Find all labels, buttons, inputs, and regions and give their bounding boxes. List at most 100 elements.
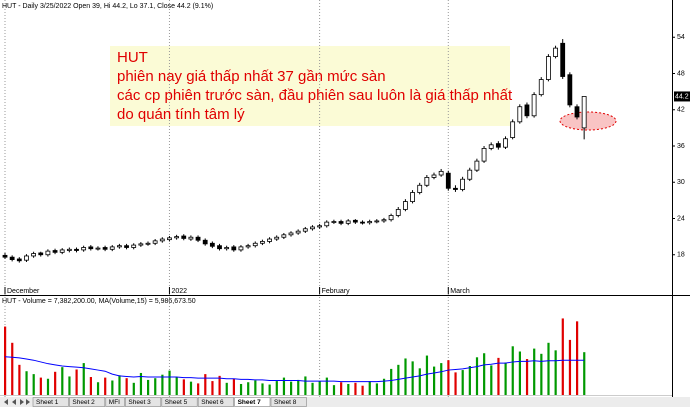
- candle-body: [138, 243, 144, 246]
- annotation-text: do quán tính tâm lý: [117, 106, 245, 123]
- volume-bar: [168, 370, 171, 395]
- candle-body: [202, 239, 208, 245]
- candle-body: [59, 249, 65, 253]
- candle-body: [531, 94, 537, 117]
- candle-body: [445, 172, 451, 189]
- volume-bar: [375, 383, 378, 395]
- tab-bar-bg: [0, 397, 690, 407]
- sheet-tab-label[interactable]: Sheet 5: [165, 399, 188, 406]
- candle-body: [145, 242, 151, 245]
- candle-body: [488, 144, 494, 149]
- sheet-tab-label[interactable]: MFI: [109, 399, 120, 406]
- volume-bar: [311, 382, 314, 395]
- sheet-tab-label[interactable]: Sheet 3: [128, 399, 151, 406]
- volume-bar: [225, 382, 228, 395]
- volume-bar: [139, 372, 143, 395]
- candle-body: [81, 247, 87, 251]
- volume-bar: [111, 380, 114, 395]
- volume-bar: [483, 353, 486, 395]
- candle-body: [517, 106, 523, 123]
- volume-bar: [390, 368, 393, 395]
- last-price-tag: 44.2: [675, 93, 689, 100]
- volume-bar: [368, 381, 371, 395]
- volume-bar: [554, 350, 557, 395]
- y-tick-label: 48: [677, 70, 685, 77]
- candle-body: [159, 238, 165, 242]
- candle-body: [224, 247, 230, 250]
- candle-body: [553, 47, 558, 57]
- candle-body: [538, 79, 544, 96]
- candle-body: [117, 245, 122, 248]
- volume-bar: [268, 384, 271, 395]
- candle-body: [238, 246, 244, 251]
- candle-body: [109, 246, 115, 250]
- candle-body: [402, 201, 408, 210]
- volume-bar: [132, 382, 135, 395]
- candle-body: [252, 242, 258, 247]
- volume-bar: [304, 376, 307, 395]
- candle-body: [395, 209, 401, 216]
- candle-body: [131, 244, 137, 248]
- candle-body: [245, 245, 251, 248]
- volume-bar: [147, 379, 150, 395]
- volume-bar: [340, 382, 343, 395]
- candle-body: [295, 230, 301, 234]
- candle-body: [195, 236, 201, 241]
- volume-bar: [540, 353, 543, 395]
- y-tick-label: 42: [677, 107, 685, 114]
- volume-bar: [318, 381, 321, 395]
- sheet-tab-label[interactable]: Sheet 8: [274, 399, 297, 406]
- candle-body: [388, 215, 394, 221]
- annotation-box: [110, 46, 510, 126]
- sheet-tab-label[interactable]: Sheet 1: [36, 399, 59, 406]
- candle-body: [317, 225, 323, 228]
- sheet-tab-label[interactable]: Sheet 7: [238, 399, 262, 406]
- volume-bar: [404, 358, 407, 395]
- candle-body: [331, 221, 337, 223]
- y-tick-label: 18: [677, 252, 685, 259]
- candle-body: [267, 238, 272, 242]
- volume-bar: [189, 381, 193, 395]
- y-tick-label: 30: [677, 179, 685, 186]
- volume-bar: [447, 360, 450, 395]
- volume-bar: [204, 374, 207, 395]
- volume-bar: [118, 375, 121, 395]
- volume-bar: [154, 378, 157, 395]
- candle-body: [288, 232, 294, 236]
- volume-bar: [68, 376, 71, 395]
- volume-bar: [18, 364, 21, 395]
- candle-body: [88, 246, 94, 250]
- volume-bar: [11, 342, 14, 395]
- candle-body: [352, 219, 358, 223]
- volume-bar: [461, 370, 464, 395]
- volume-bar: [411, 361, 414, 395]
- volume-bar: [533, 348, 536, 395]
- volume-bar: [182, 379, 185, 395]
- ma-line: [4, 356, 585, 383]
- candle-body: [460, 178, 466, 190]
- candle-body: [95, 247, 101, 250]
- volume-bar: [504, 362, 507, 395]
- candle-body: [31, 253, 37, 257]
- volume-bar: [275, 381, 278, 395]
- sheet-tab-label[interactable]: Sheet 6: [201, 399, 224, 406]
- candle-body: [495, 143, 501, 148]
- candle-body: [274, 236, 280, 240]
- volume-bar: [39, 377, 42, 395]
- volume-bar: [125, 378, 128, 395]
- volume-bar: [361, 385, 364, 395]
- volume-bar: [239, 383, 243, 395]
- candle-body: [453, 187, 458, 190]
- volume-bar: [440, 363, 443, 395]
- candle-body: [188, 236, 194, 240]
- candle-body: [217, 245, 222, 250]
- volume-bar: [433, 366, 436, 395]
- x-tick-label: March: [450, 288, 470, 295]
- volume-bar: [82, 363, 85, 395]
- candle-body: [424, 177, 430, 186]
- candle-body: [360, 221, 365, 224]
- sheet-tab-label[interactable]: Sheet 2: [72, 399, 95, 406]
- volume-bar: [4, 326, 7, 395]
- volume-bar: [354, 382, 357, 395]
